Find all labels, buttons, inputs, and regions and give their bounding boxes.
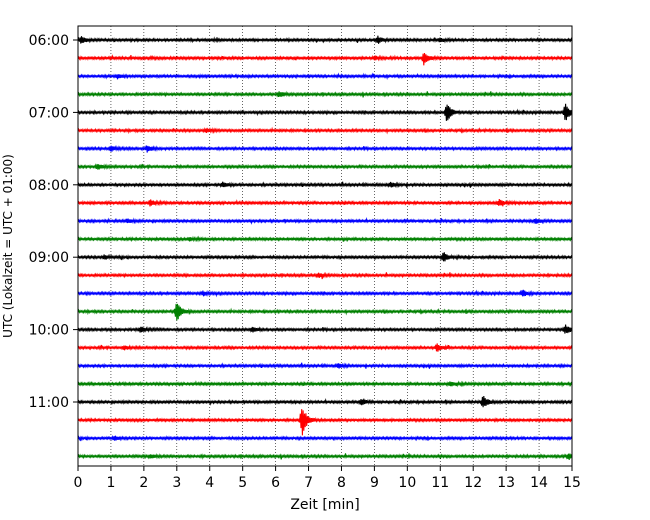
x-tick-label-14: 14 xyxy=(530,475,548,491)
plot-frame xyxy=(77,25,573,467)
y-tick-label-06:00: 06:00 xyxy=(29,33,69,49)
x-tick-label-15: 15 xyxy=(563,475,581,491)
trace-1115 xyxy=(77,409,573,436)
x-tick-label-6: 6 xyxy=(271,475,280,491)
y-tick-label-08:00: 08:00 xyxy=(29,178,69,194)
x-tick-label-12: 12 xyxy=(464,475,482,491)
x-axis-label: Zeit [min] xyxy=(290,497,359,513)
x-tick-label-0: 0 xyxy=(74,475,83,491)
x-tick-label-9: 9 xyxy=(370,475,379,491)
y-axis-label: UTC (Lokalzeit = UTC + 01:00) xyxy=(1,154,15,338)
y-axis: 06:00 07:00 08:00 09:00 10:00 11:00 xyxy=(29,33,78,411)
x-tick-label-5: 5 xyxy=(238,475,247,491)
x-tick-label-3: 3 xyxy=(172,475,181,491)
x-axis: 0 1 2 3 4 5 6 7 8 9 10 11 12 13 14 15 xyxy=(74,466,581,491)
x-tick-label-11: 11 xyxy=(431,475,449,491)
seismic-traces xyxy=(77,35,573,461)
x-tick-label-8: 8 xyxy=(337,475,346,491)
y-tick-label-11:00: 11:00 xyxy=(29,395,69,411)
y-tick-label-10:00: 10:00 xyxy=(29,323,69,339)
x-tick-label-13: 13 xyxy=(497,475,515,491)
y-tick-label-09:00: 09:00 xyxy=(29,250,69,266)
x-tick-label-2: 2 xyxy=(139,475,148,491)
x-tick-label-7: 7 xyxy=(304,475,313,491)
x-tick-label-1: 1 xyxy=(106,475,115,491)
y-tick-label-07:00: 07:00 xyxy=(29,105,69,121)
x-tick-label-10: 10 xyxy=(398,475,416,491)
x-tick-label-4: 4 xyxy=(205,475,214,491)
trace-0615 xyxy=(77,53,573,66)
